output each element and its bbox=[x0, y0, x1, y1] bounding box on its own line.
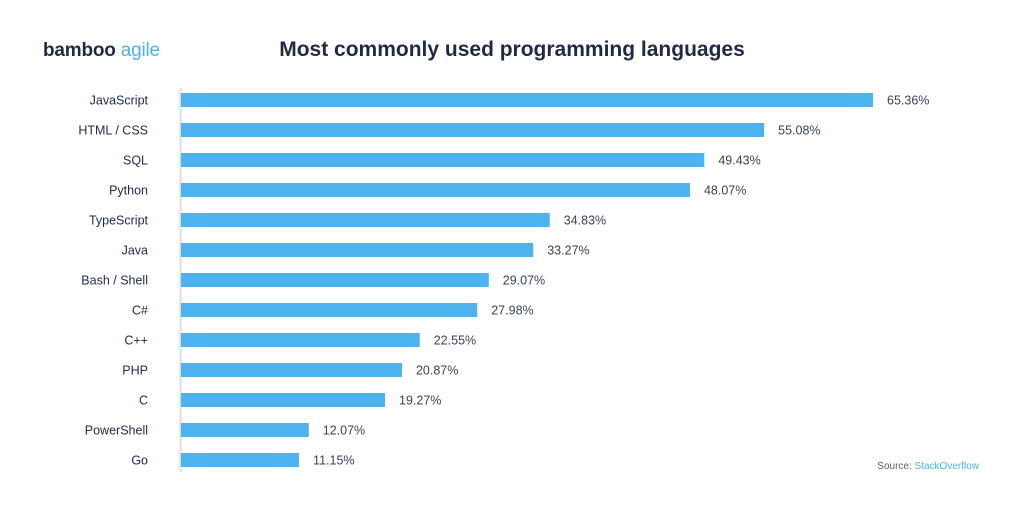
category-label: C++ bbox=[124, 334, 148, 348]
value-label: 55.08% bbox=[778, 124, 820, 138]
source-note: Source: StackOverflow bbox=[877, 461, 979, 472]
source-link[interactable]: StackOverflow bbox=[914, 461, 979, 472]
bar-c# bbox=[181, 303, 478, 317]
category-label: PHP bbox=[122, 364, 148, 378]
bar-sql bbox=[181, 153, 705, 167]
bar-python bbox=[181, 183, 690, 197]
value-label: 29.07% bbox=[503, 274, 545, 288]
value-label: 49.43% bbox=[718, 154, 760, 168]
chart-title: Most commonly used programming languages bbox=[279, 38, 745, 61]
value-label: 12.07% bbox=[323, 424, 365, 438]
bar-java bbox=[181, 243, 534, 257]
value-label: 33.27% bbox=[547, 244, 589, 258]
category-label: JavaScript bbox=[90, 94, 149, 108]
bar-php bbox=[181, 363, 402, 377]
bar-typescript bbox=[181, 213, 550, 227]
logo: bamboo agile bbox=[43, 40, 160, 61]
bar-c++ bbox=[181, 333, 420, 347]
category-label: Python bbox=[109, 184, 148, 198]
category-label: HTML / CSS bbox=[78, 124, 148, 138]
category-label: SQL bbox=[123, 154, 148, 168]
bar-html-css bbox=[181, 123, 765, 137]
bar-powershell bbox=[181, 423, 309, 437]
bar-go bbox=[181, 453, 300, 467]
category-label: Go bbox=[131, 454, 148, 468]
value-label: 11.15% bbox=[313, 454, 354, 468]
category-label: C# bbox=[132, 304, 148, 318]
value-label: 19.27% bbox=[399, 394, 441, 408]
bar-bash-shell bbox=[181, 273, 489, 287]
value-label: 48.07% bbox=[704, 184, 746, 198]
value-label: 34.83% bbox=[564, 214, 606, 228]
category-label: Bash / Shell bbox=[81, 274, 148, 288]
category-label: Java bbox=[122, 244, 148, 258]
bar-c bbox=[181, 393, 386, 407]
value-label: 65.36% bbox=[887, 94, 929, 108]
category-label: TypeScript bbox=[89, 214, 149, 228]
category-label: PowerShell bbox=[85, 424, 148, 438]
value-label: 27.98% bbox=[491, 304, 533, 318]
value-label: 22.55% bbox=[434, 334, 476, 348]
bar-javascript bbox=[181, 93, 873, 107]
value-label: 20.87% bbox=[416, 364, 458, 378]
category-label: C bbox=[139, 394, 148, 408]
